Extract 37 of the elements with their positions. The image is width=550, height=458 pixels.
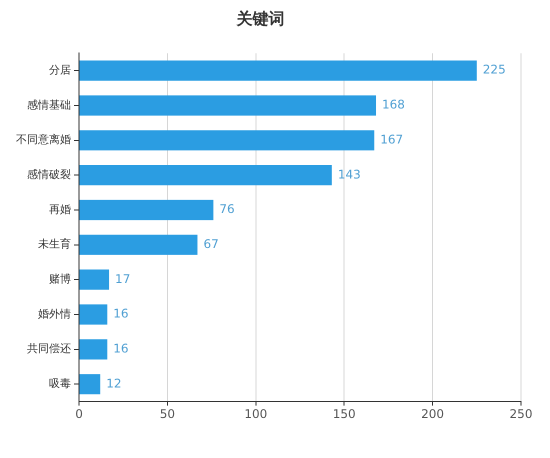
y-tick-label: 感情基础 (27, 98, 71, 112)
data-label: 17 (115, 272, 130, 286)
y-tick-label: 赌博 (49, 272, 71, 286)
data-label: 167 (380, 132, 404, 146)
y-tick-label: 不同意离婚 (16, 133, 71, 146)
bar (80, 130, 374, 150)
chart-title: 关键词 (236, 8, 284, 28)
y-tick-label: 分居 (49, 63, 71, 76)
x-tick-label: 150 (332, 406, 356, 421)
y-tick-label: 吸毒 (49, 377, 71, 390)
bar (80, 95, 376, 116)
data-label: 143 (338, 167, 361, 182)
y-tick-label: 感情破裂 (27, 168, 71, 181)
y-tick-label: 婚外情 (38, 307, 71, 320)
data-label: 76 (219, 202, 235, 216)
y-tick-label: 再婚 (49, 202, 71, 216)
data-label: 12 (106, 376, 122, 390)
x-tick-label: 100 (244, 406, 268, 421)
bar (80, 234, 198, 255)
data-label: 16 (113, 341, 129, 356)
data-label: 67 (203, 236, 219, 251)
bar (80, 339, 108, 360)
x-tick-label: 50 (160, 406, 176, 421)
bar (80, 165, 332, 186)
data-label: 168 (382, 98, 405, 112)
bar (80, 374, 100, 394)
data-label: 225 (482, 62, 506, 77)
y-tick-label: 未生育 (38, 238, 71, 251)
data-label: 16 (113, 306, 129, 321)
bar (80, 304, 108, 325)
x-tick-label: 250 (510, 406, 532, 421)
bar (80, 270, 110, 290)
x-tick-label: 0 (75, 406, 83, 421)
x-tick-label: 200 (421, 406, 444, 421)
bar (80, 60, 477, 81)
y-tick-label: 共同偿还 (27, 342, 71, 356)
bar (80, 200, 214, 220)
